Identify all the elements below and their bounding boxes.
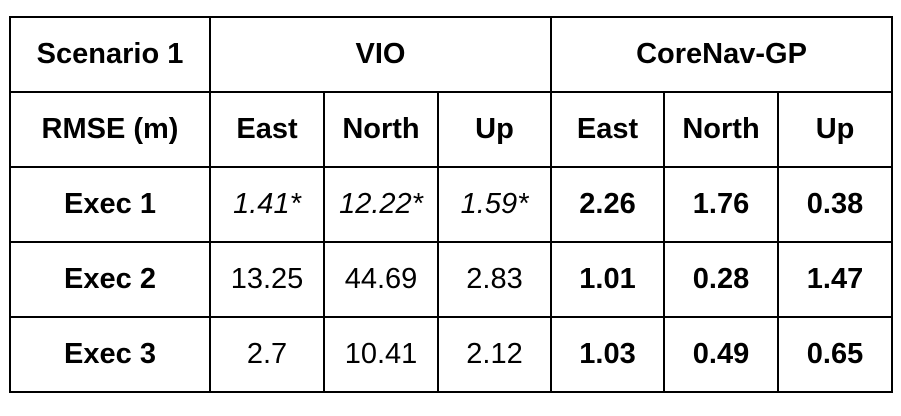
row-label: Exec 1 <box>9 166 211 243</box>
vio-group-header: VIO <box>208 16 553 93</box>
vio-up-value: 2.83 <box>436 241 553 318</box>
vio-east-value: 13.25 <box>209 241 325 318</box>
vio-north-value: 12.22* <box>323 166 439 243</box>
corenav-east-value: 1.01 <box>550 241 666 318</box>
corenav-north-value: 1.76 <box>663 166 780 243</box>
row-label: Exec 3 <box>9 316 211 393</box>
vio-east-header: East <box>209 91 325 168</box>
corenav-north-value: 0.28 <box>663 241 780 318</box>
corenav-east-value: 2.26 <box>550 166 666 243</box>
table-row: Exec 2 13.25 44.69 2.83 1.01 0.28 1.47 <box>9 241 894 318</box>
header-row-groups: Scenario 1 VIO CoreNav-GP <box>9 16 894 93</box>
vio-up-value: 2.12 <box>436 316 553 393</box>
table-row: Exec 3 2.7 10.41 2.12 1.03 0.49 0.65 <box>9 316 894 393</box>
corenav-up-header: Up <box>777 91 894 168</box>
corenav-up-value: 0.65 <box>777 316 894 393</box>
vio-east-value: 2.7 <box>209 316 325 393</box>
corenav-east-header: East <box>550 91 666 168</box>
corenav-up-value: 0.38 <box>777 166 894 243</box>
vio-north-header: North <box>323 91 439 168</box>
row-label: Exec 2 <box>9 241 211 318</box>
metric-label-cell: RMSE (m) <box>9 91 211 168</box>
corenav-north-header: North <box>663 91 780 168</box>
corenav-up-value: 1.47 <box>777 241 894 318</box>
scenario-label-cell: Scenario 1 <box>9 16 211 93</box>
vio-up-header: Up <box>436 91 553 168</box>
results-table: Scenario 1 VIO CoreNav-GP RMSE (m) East … <box>9 16 894 393</box>
vio-north-value: 10.41 <box>323 316 439 393</box>
vio-up-value: 1.59* <box>436 166 553 243</box>
table-row: Exec 1 1.41* 12.22* 1.59* 2.26 1.76 0.38 <box>9 166 894 243</box>
vio-east-value: 1.41* <box>209 166 325 243</box>
vio-north-value: 44.69 <box>323 241 439 318</box>
corenav-group-header: CoreNav-GP <box>550 16 894 93</box>
corenav-north-value: 0.49 <box>663 316 780 393</box>
header-row-axes: RMSE (m) East North Up East North Up <box>9 91 894 168</box>
corenav-east-value: 1.03 <box>550 316 666 393</box>
